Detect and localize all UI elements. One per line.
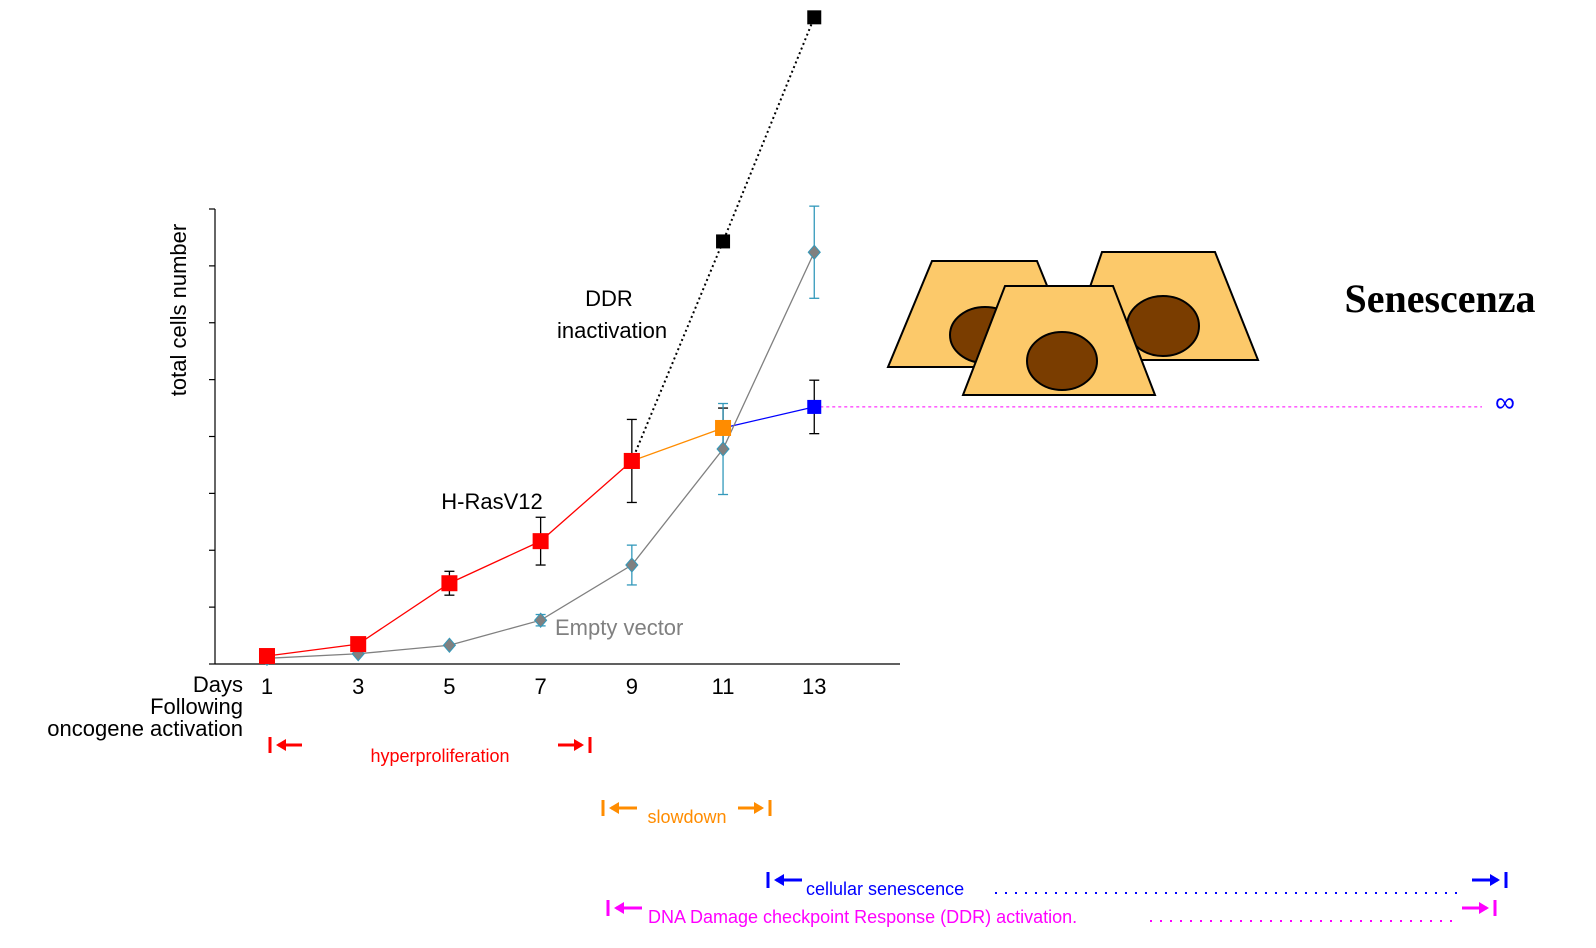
x-tick-label: 9 (626, 674, 638, 699)
phase-arrow (601, 800, 637, 816)
x-axis-label: oncogene activation (47, 716, 243, 741)
marker (350, 636, 367, 653)
arrow-head (276, 739, 286, 751)
arrow-head (1479, 902, 1489, 914)
phase-label: cellular senescence (806, 879, 964, 899)
arrow-head (774, 874, 784, 886)
series-line (631, 427, 724, 462)
side-title: Senescenza (1344, 276, 1535, 321)
x-axis-label: Days (193, 672, 243, 697)
marker (258, 648, 275, 665)
marker (715, 419, 732, 436)
y-axis-label: total cells number (166, 224, 191, 396)
arrow-head (574, 739, 584, 751)
marker (716, 441, 730, 457)
phase-arrow (606, 900, 642, 916)
marker (807, 244, 821, 260)
marker (532, 533, 549, 550)
series-label: DDR inactivation (551, 286, 667, 343)
phase-arrow (1472, 872, 1508, 888)
phase-arrow (738, 800, 772, 816)
cells-illustration (886, 251, 1260, 396)
arrow-head (609, 802, 619, 814)
x-tick-label: 1 (261, 674, 273, 699)
marker (716, 234, 731, 249)
marker (807, 10, 822, 25)
x-tick-label: 7 (535, 674, 547, 699)
x-tick-label: 13 (802, 674, 826, 699)
phase-arrow (766, 872, 802, 888)
series-line (266, 251, 815, 659)
arrow-head (1490, 874, 1500, 886)
marker (625, 557, 639, 573)
x-tick-label: 11 (712, 674, 735, 699)
nucleus (1126, 295, 1200, 357)
x-tick-label: 5 (443, 674, 455, 699)
marker (441, 575, 458, 592)
phase-arrow (558, 737, 592, 753)
marker (442, 637, 457, 653)
infinity: ∞ (1495, 386, 1515, 417)
series-label: Empty vector (555, 615, 683, 640)
marker (623, 452, 640, 469)
arrow-head (614, 902, 624, 914)
marker (533, 612, 548, 628)
x-axis-label: Following (150, 694, 243, 719)
series-line (722, 406, 815, 429)
phase-label: DNA Damage checkpoint Response (DDR) act… (648, 907, 1077, 927)
x-tick-label: 3 (352, 674, 364, 699)
marker (807, 399, 822, 414)
phase-arrow (1462, 900, 1497, 916)
phase-label: slowdown (647, 807, 726, 827)
nucleus (1026, 331, 1098, 391)
arrow-head (754, 802, 764, 814)
phase-label: hyperproliferation (370, 746, 509, 766)
phase-arrow (268, 737, 302, 753)
series-label: H-RasV12 (441, 489, 542, 514)
